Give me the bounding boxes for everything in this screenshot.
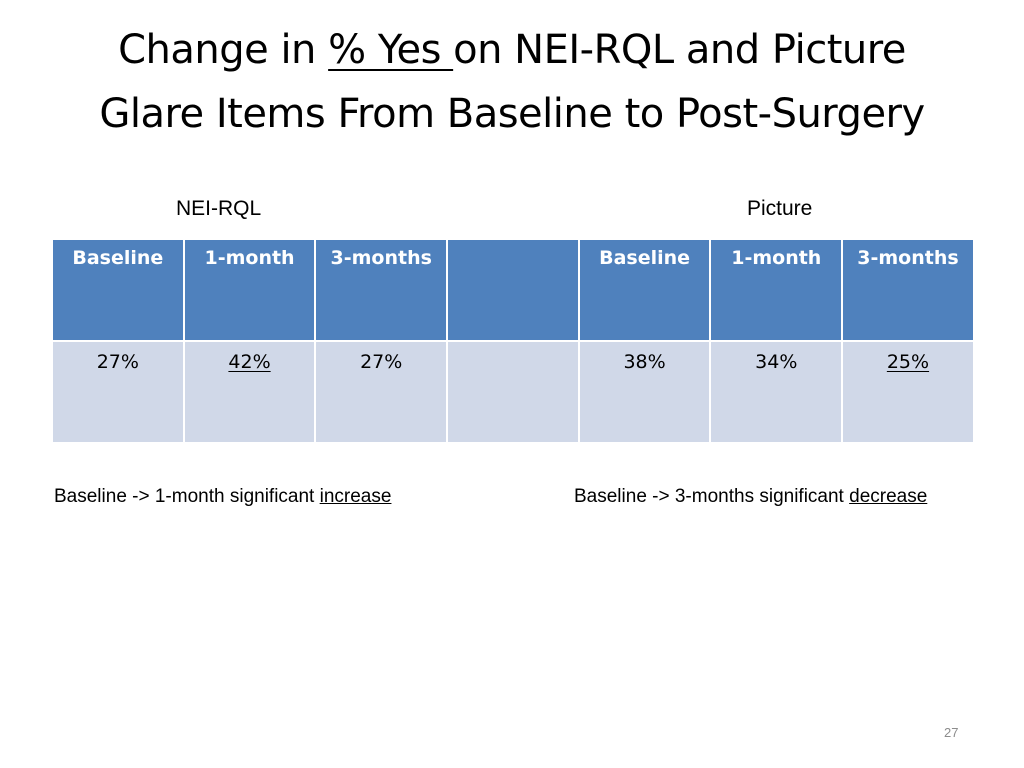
- header-cell: Baseline: [51, 238, 185, 342]
- header-cell: 3-months: [314, 238, 449, 342]
- title-line-2: Glare Items From Baseline to Post-Surger…: [99, 91, 925, 137]
- value-cell: 42%: [182, 340, 317, 444]
- value-cell: 38%: [577, 340, 712, 444]
- picture-label: Picture: [747, 197, 813, 220]
- note-left: Baseline -> 1-month significant increase: [54, 486, 391, 508]
- nei-rql-label: NEI-RQL: [176, 197, 262, 220]
- header-cell: 1-month: [182, 238, 317, 342]
- header-cell: Baseline: [577, 238, 712, 342]
- value-cell: 25%: [841, 340, 975, 444]
- title-part-1: Change in: [118, 27, 329, 73]
- value-text-underlined: 42%: [228, 351, 271, 373]
- value-text: 27%: [360, 351, 403, 373]
- header-cell-empty: [446, 238, 580, 342]
- results-table: Baseline 1-month 3-months Baseline 1-mon…: [51, 238, 975, 444]
- table-header-row: Baseline 1-month 3-months Baseline 1-mon…: [51, 238, 975, 342]
- value-text: 27%: [96, 351, 139, 373]
- note-left-emphasis: increase: [319, 486, 392, 507]
- value-cell: 27%: [51, 340, 185, 444]
- slide-title: Change in % Yes on NEI-RQL and Picture G…: [0, 18, 1024, 146]
- value-text-underlined: 25%: [886, 351, 930, 373]
- note-left-text: Baseline -> 1-month significant: [54, 486, 320, 507]
- value-text: 38%: [623, 351, 666, 373]
- value-cell-empty: [446, 340, 580, 444]
- title-line-1: Change in % Yes on NEI-RQL and Picture: [0, 18, 1024, 82]
- title-underlined: % Yes: [328, 27, 454, 73]
- note-right: Baseline -> 3-months significant decreas…: [574, 486, 927, 508]
- value-cell: 27%: [314, 340, 449, 444]
- header-cell: 1-month: [709, 238, 844, 342]
- title-part-2: on NEI-RQL and Picture: [453, 27, 906, 73]
- header-cell: 3-months: [841, 238, 975, 342]
- value-text: 34%: [755, 351, 798, 373]
- note-right-emphasis: decrease: [849, 486, 928, 507]
- page-number: 27: [944, 725, 959, 740]
- table-row: 27% 42% 27% 38% 34% 25%: [51, 340, 975, 444]
- note-right-text: Baseline -> 3-months significant: [574, 486, 850, 507]
- value-cell: 34%: [709, 340, 844, 444]
